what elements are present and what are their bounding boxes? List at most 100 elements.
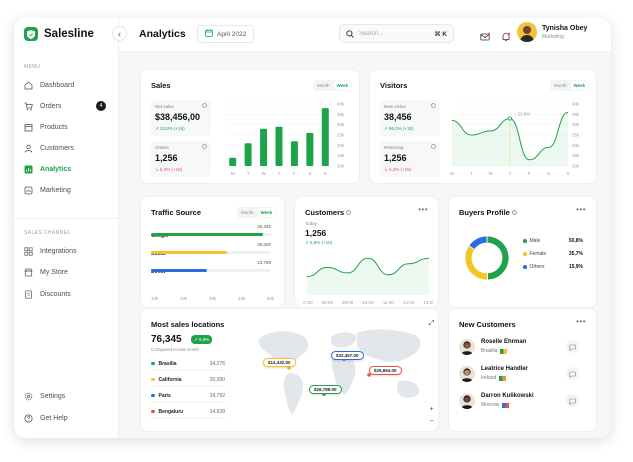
toggle-week[interactable]: Week [257, 208, 276, 217]
info-icon[interactable] [202, 144, 207, 149]
customers-line [306, 257, 430, 278]
sales-period-toggle[interactable]: Month Week [313, 80, 353, 91]
info-icon[interactable] [511, 210, 517, 215]
x-tick-label: S [324, 171, 327, 176]
zoom-in-button[interactable]: + [429, 406, 434, 413]
world-map[interactable] [249, 319, 435, 427]
sales-bar[interactable] [290, 141, 298, 166]
date-picker[interactable]: April 2022 [197, 25, 255, 43]
sidebar-item-customers[interactable]: Customers [24, 140, 112, 156]
orders-delta: ↘ 6,3% (+15) [155, 167, 183, 172]
expand-map-icon[interactable]: ⤢ [428, 319, 435, 327]
legend-item: Male 50,8% [523, 238, 583, 244]
sidebar-item-integrations[interactable]: Integrations [24, 243, 112, 259]
sidebar-item-settings[interactable]: Settings [24, 388, 112, 404]
sidebar-item-products[interactable]: Products [24, 119, 112, 135]
new-visitor-delta: ↗ 96,2% (+15) [384, 126, 414, 131]
message-button[interactable] [566, 340, 579, 353]
donut-slice[interactable] [486, 235, 510, 281]
toggle-month[interactable]: Month [317, 83, 330, 88]
sales-bar[interactable] [275, 126, 283, 166]
customer-row[interactable]: Leatrice Handler Ireland [459, 364, 579, 384]
traffic-source-name: Direct [151, 269, 166, 275]
info-icon[interactable] [431, 103, 436, 108]
x-tick-label: T [247, 171, 250, 176]
customer-name: Leatrice Handler [481, 366, 529, 372]
help-icon [24, 414, 33, 423]
orders-label: Orders [155, 145, 169, 150]
legend-label: Male [529, 238, 541, 244]
x-tick-label: T [509, 171, 512, 176]
cart-icon [24, 102, 33, 111]
toggle-month[interactable]: Month [554, 83, 567, 88]
info-icon[interactable] [202, 103, 207, 108]
buyers-profile-card: Buyers Profile ••• Male 50,8% Female 35,7% O… [448, 196, 597, 308]
message-button[interactable] [566, 394, 579, 407]
traffic-source-value: 30,000 [257, 242, 271, 247]
more-options-icon[interactable]: ••• [576, 205, 586, 214]
traffic-source-value: 23,789 [257, 260, 271, 265]
map-pin-label[interactable]: $32,457.00 [331, 351, 364, 360]
sidebar-item-get-help[interactable]: Get Help [24, 410, 112, 426]
toggle-month[interactable]: Month [241, 210, 254, 215]
sales-bar[interactable] [306, 132, 314, 166]
y-tick-label: 30k [337, 122, 345, 127]
zoom-out-button[interactable]: − [429, 418, 434, 425]
map-pin-label[interactable]: $26,789.00 [309, 385, 342, 394]
sidebar-item-discounts[interactable]: Discounts [24, 286, 112, 302]
tag-icon [24, 289, 33, 299]
avatar [459, 339, 475, 355]
sidebar-item-analytics[interactable]: Analytics [24, 161, 112, 177]
sidebar-item-dashboard[interactable]: Dashboard [24, 77, 112, 93]
map-pin-label[interactable]: $25,654.00 [369, 366, 402, 375]
sidebar-item-orders[interactable]: Orders 4 [24, 98, 112, 114]
location-row[interactable]: Paris 19,792 [151, 389, 225, 403]
message-button[interactable] [566, 367, 579, 380]
sales-bar[interactable] [260, 128, 268, 166]
toggle-week[interactable]: Week [570, 81, 589, 90]
x-tick-label: 10:00 [362, 300, 374, 305]
highlight-point[interactable] [508, 116, 513, 121]
search-box[interactable]: ⌘ K [339, 24, 454, 43]
y-tick-label: 15k [572, 153, 580, 158]
mail-icon[interactable] [480, 29, 490, 41]
search-input[interactable] [359, 30, 421, 37]
sidebar-divider [14, 218, 119, 219]
donut-slice[interactable] [464, 245, 488, 281]
sidebar-item-marketing[interactable]: Marketing [24, 182, 112, 198]
sales-bar[interactable] [321, 108, 329, 166]
returning-kpi: Returning 1,256 ↘ 6,3% (+15) [380, 141, 440, 177]
customer-name: Roselle Ehrman [481, 339, 527, 345]
traffic-period-toggle[interactable]: Month Week [237, 207, 277, 218]
buyers-title: Buyers Profile [459, 208, 517, 217]
location-row[interactable]: Bengaluru 14,639 [151, 405, 225, 419]
megaphone-icon [24, 186, 33, 195]
sidebar-item-my-store[interactable]: My Store [24, 264, 112, 280]
brand[interactable]: Salesline [24, 27, 94, 41]
x-tick-label: 40k [238, 296, 246, 301]
user-name: Tynisha Obey [542, 24, 588, 32]
more-options-icon[interactable]: ••• [576, 317, 586, 326]
location-name: Brasilia [158, 360, 177, 367]
user-menu[interactable]: Tynisha Obey Marketing [517, 22, 587, 42]
customer-row[interactable]: Roselle Ehrman Brasilia [459, 337, 579, 357]
map-pin-label[interactable]: $14,432.00 [263, 358, 296, 367]
location-row[interactable]: Brasilia 34,276 [151, 357, 225, 371]
visitors-period-toggle[interactable]: Month Week [550, 80, 590, 91]
info-icon[interactable] [431, 144, 436, 149]
location-name: California [158, 376, 182, 383]
grid-icon [24, 246, 33, 256]
search-icon [346, 25, 354, 43]
collapse-sidebar-button[interactable]: ‹ [112, 26, 127, 41]
sales-bar[interactable] [244, 143, 252, 166]
chat-icon [569, 365, 576, 383]
more-options-icon[interactable]: ••• [418, 205, 428, 214]
customer-row[interactable]: Darron Kulikowski Moscow [459, 391, 579, 411]
toggle-week[interactable]: Week [333, 81, 352, 90]
sales-bar[interactable] [229, 157, 237, 166]
location-row[interactable]: California 20,390 [151, 373, 225, 387]
locations-subtitle: Compared to last month [151, 347, 200, 352]
info-icon[interactable] [346, 210, 352, 215]
donut-slice[interactable] [468, 235, 488, 251]
bell-icon[interactable] [501, 29, 511, 41]
